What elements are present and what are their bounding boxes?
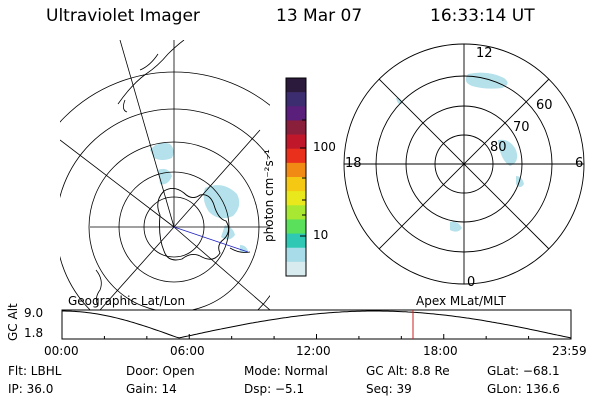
aurora-emission-polar	[396, 72, 524, 232]
colorbar-segment	[286, 205, 306, 220]
colorbar-segment	[286, 92, 306, 107]
colorbar-segment	[286, 177, 306, 192]
altitude-ymax: 9.0	[24, 306, 44, 320]
geographic-panel-label: Geographic Lat/Lon	[68, 294, 186, 308]
mlat-label-60: 60	[536, 98, 553, 113]
instrument-title: Ultraviolet Imager	[46, 6, 200, 26]
colorbar-segment	[286, 120, 306, 136]
colorbar-tick-100: 100	[313, 140, 336, 154]
mlt-label-12: 12	[476, 46, 493, 61]
orbit-altitude-line	[62, 310, 572, 339]
xtick-0600: 06:00	[170, 344, 205, 358]
mlat-label-70: 70	[513, 120, 530, 135]
altitude-ylabel: GC Alt	[6, 303, 20, 341]
colorbar-tick-10: 10	[313, 228, 329, 242]
polar-grid	[343, 43, 585, 285]
xtick-1200: 12:00	[296, 344, 331, 358]
colorbar-segment	[286, 78, 306, 93]
xtick-0000: 00:00	[44, 344, 79, 358]
altitude-ymin: 1.8	[24, 326, 44, 340]
mlt-label-0: 0	[467, 275, 476, 290]
xtick-2359: 23:59	[552, 344, 587, 358]
colorbar-segment	[286, 162, 306, 178]
colorbar-segment	[286, 106, 306, 121]
aurora-emission-geo	[150, 142, 248, 253]
colorbar	[286, 78, 306, 277]
mlat-label-80: 80	[490, 140, 507, 155]
gain-field: Gain: 14	[126, 382, 177, 396]
colorbar-segment	[286, 191, 306, 206]
colorbar-segment	[286, 261, 306, 277]
dsp-field: Dsp: −5.1	[244, 382, 305, 396]
colorbar-segment	[286, 148, 306, 164]
time-label: 16:33:14 UT	[430, 6, 535, 26]
altitude-plot	[61, 309, 572, 340]
apex-panel-label: Apex MLat/MLT	[416, 294, 506, 308]
colorbar-unit-label: photon cm⁻²s⁻¹	[262, 149, 276, 242]
glon-field: GLon: 136.6	[487, 382, 560, 396]
mlt-label-6: 6	[575, 156, 584, 171]
ip-field: IP: 36.0	[8, 382, 54, 396]
mlt-label-18: 18	[345, 156, 362, 171]
gc-alt-field: GC Alt: 8.8 Re	[366, 364, 450, 378]
colorbar-segment	[286, 134, 306, 150]
colorbar-segment	[286, 247, 306, 263]
door-field: Door: Open	[126, 364, 195, 378]
date-label: 13 Mar 07	[276, 6, 363, 26]
xtick-1800: 18:00	[423, 344, 458, 358]
colorbar-segment	[286, 219, 306, 235]
seq-field: Seq: 39	[366, 382, 412, 396]
flt-field: Flt: LBHL	[8, 364, 62, 378]
mode-field: Mode: Normal	[244, 364, 328, 378]
colorbar-segment	[286, 233, 306, 249]
glat-field: GLat: −68.1	[487, 364, 560, 378]
